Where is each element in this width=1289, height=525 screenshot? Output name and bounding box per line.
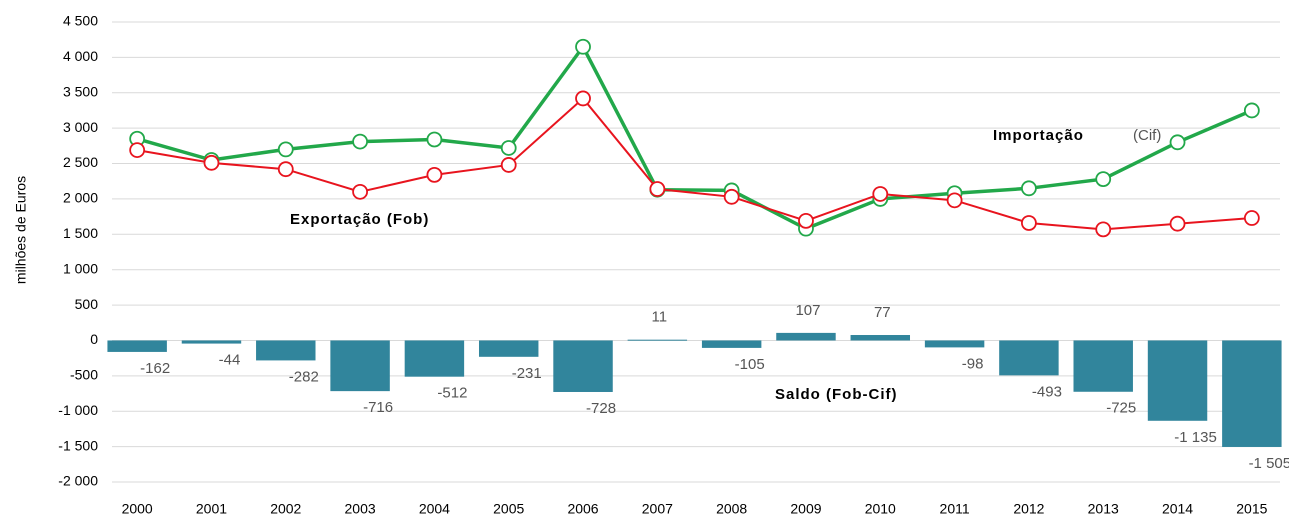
y-tick-label: -1 500: [58, 437, 98, 453]
line: [136, 43, 1253, 231]
y-tick-label: 3 500: [63, 83, 98, 99]
bar: [107, 340, 167, 352]
bar: [1147, 340, 1208, 421]
line: [136, 96, 1252, 231]
marker: [1243, 210, 1260, 226]
bar: [999, 340, 1059, 376]
y-tick-label: 1 000: [63, 260, 98, 276]
y-tick-label: 500: [75, 296, 99, 312]
value-label: 11: [652, 309, 668, 326]
x-tick-label: 2014: [1162, 501, 1193, 517]
bar: [404, 340, 465, 377]
value-label: -493: [1032, 383, 1062, 400]
x-tick-label: 2003: [345, 501, 376, 517]
value-label: -231: [512, 365, 542, 382]
value-label: -282: [289, 368, 319, 385]
marker: [723, 188, 740, 205]
x-tick-label: 2010: [865, 501, 896, 517]
marker: [426, 131, 443, 148]
marker: [500, 157, 517, 173]
bar: [553, 340, 613, 392]
x-tick-label: 2011: [940, 501, 970, 517]
value-label: -716: [363, 399, 393, 416]
bar: [924, 340, 985, 348]
marker: [1095, 171, 1112, 188]
marker: [575, 38, 591, 55]
annotation: Saldo (Fob-Cif): [775, 386, 897, 403]
marker: [1021, 215, 1037, 231]
marker: [277, 161, 294, 178]
bar: [478, 340, 539, 357]
marker: [946, 192, 963, 209]
y-tick-label: 4 000: [63, 48, 98, 64]
y-tick-label: 4 500: [63, 13, 98, 29]
y-axis-label: milhões de Euros: [13, 176, 29, 284]
value-label: 77: [874, 304, 891, 321]
bar: [1222, 340, 1282, 447]
bar: [256, 340, 316, 361]
x-tick-label: 2004: [419, 501, 450, 517]
value-label: -105: [735, 356, 765, 373]
x-tick-label: 2006: [567, 501, 598, 517]
bar: [850, 335, 911, 341]
bar: [330, 340, 390, 392]
marker: [1095, 221, 1112, 238]
value-label: -725: [1106, 400, 1136, 417]
marker: [500, 140, 517, 156]
marker: [129, 142, 146, 158]
marker: [203, 154, 220, 171]
x-tick-label: 2009: [790, 501, 821, 517]
marker: [649, 181, 666, 197]
value-label: -1 505: [1249, 455, 1289, 472]
marker: [352, 183, 368, 200]
marker: [1169, 134, 1186, 151]
bar: [181, 340, 242, 344]
bar: [627, 339, 688, 341]
annotation: Exportação (Fob): [290, 211, 429, 228]
marker: [798, 212, 814, 229]
x-tick-label: 2005: [493, 501, 524, 517]
bar: [701, 340, 762, 348]
x-tick-label: 2013: [1088, 501, 1119, 517]
x-tick-label: 2000: [122, 501, 153, 517]
marker: [1243, 102, 1260, 119]
bar: [776, 332, 836, 341]
marker: [277, 141, 294, 158]
value-label: -44: [219, 352, 241, 369]
value-label: -512: [437, 385, 467, 402]
annotation: (Cif): [1133, 127, 1161, 144]
y-tick-label: 3 000: [63, 119, 98, 135]
x-tick-label: 2008: [716, 501, 747, 517]
y-tick-label: -500: [70, 367, 98, 383]
x-tick-label: 2001: [196, 501, 227, 517]
marker: [1169, 215, 1186, 232]
value-label: -728: [586, 400, 616, 417]
marker: [426, 166, 443, 183]
y-tick-label: 2 500: [63, 154, 98, 170]
y-tick-label: -1 000: [58, 402, 98, 418]
marker: [872, 186, 889, 202]
bar: [1073, 340, 1133, 392]
marker: [575, 90, 591, 107]
y-tick-label: -2 000: [58, 473, 98, 489]
marker: [352, 133, 368, 150]
value-label: -162: [140, 360, 170, 377]
x-tick-label: 2012: [1013, 501, 1044, 517]
x-tick-label: 2002: [270, 501, 301, 517]
marker: [1021, 180, 1037, 197]
x-tick-label: 2007: [642, 501, 673, 517]
y-tick-label: 2 000: [63, 190, 98, 206]
y-tick-label: 0: [90, 331, 98, 347]
value-label: -1 135: [1174, 429, 1217, 446]
annotation: Importação: [993, 127, 1084, 144]
value-label: 107: [795, 302, 820, 319]
y-tick-label: 1 500: [63, 225, 98, 241]
value-label: -98: [962, 355, 984, 372]
x-tick-label: 2015: [1236, 501, 1267, 517]
